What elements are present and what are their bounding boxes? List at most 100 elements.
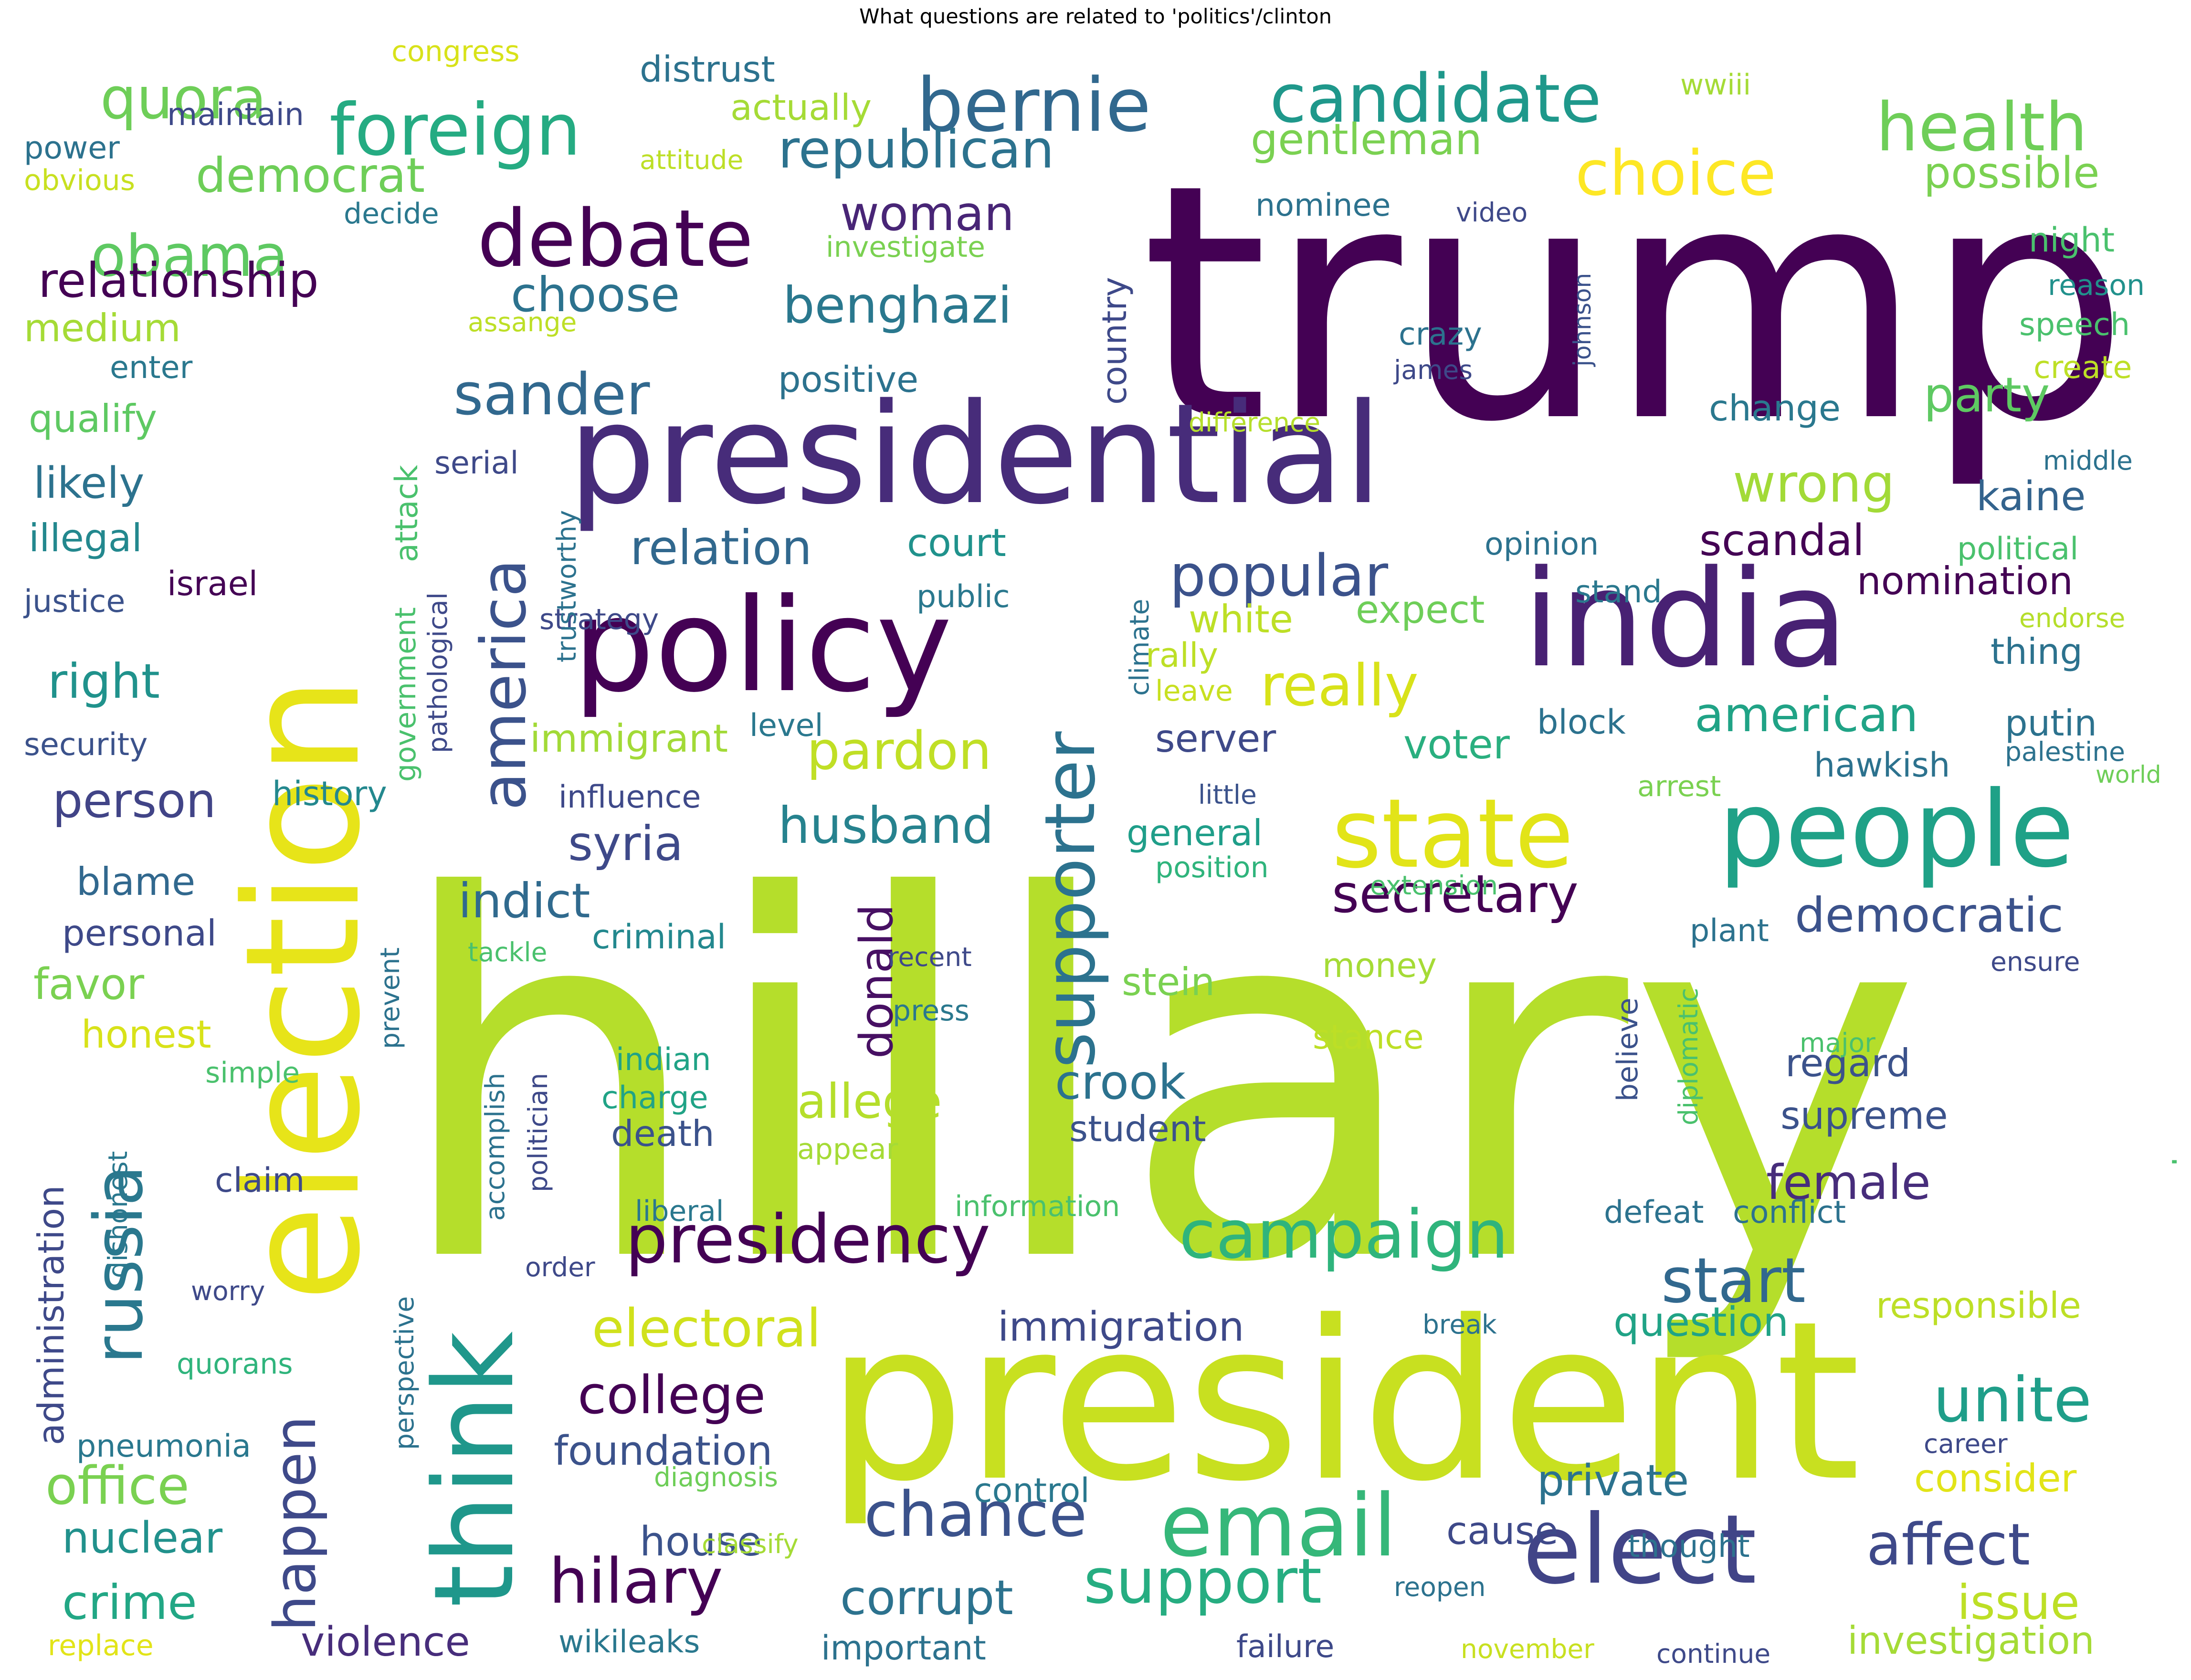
word-tackle: tackle — [468, 937, 548, 967]
word-obama: obama — [91, 223, 288, 290]
word-create: create — [2033, 350, 2132, 386]
word-people: people — [1718, 768, 2075, 891]
word-recent: recent — [888, 942, 972, 972]
word-middle: middle — [2043, 445, 2133, 476]
word-nominee: nominee — [1255, 188, 1391, 223]
word-money: money — [1322, 946, 1437, 985]
word-democratic: democratic — [1795, 887, 2064, 943]
word-claim: claim — [215, 1161, 305, 1200]
word-honest: honest — [81, 1012, 211, 1057]
word-campaign: campaign — [1179, 1196, 1509, 1274]
word-stand: stand — [1575, 574, 1662, 610]
word-important: important — [821, 1628, 986, 1668]
word-benghazi: benghazi — [783, 276, 1012, 335]
word-israel: israel — [167, 564, 258, 603]
word-congress: congress — [391, 37, 520, 68]
word-corrupt: corrupt — [840, 1570, 1013, 1626]
word-crook: crook — [1055, 1054, 1186, 1110]
word-stance: stance — [1313, 1018, 1424, 1057]
word-popular: popular — [1169, 543, 1389, 609]
word-court: court — [907, 521, 1006, 565]
word-failure: failure — [1236, 1629, 1335, 1665]
word-right: right — [48, 653, 160, 709]
word-block: block — [1537, 703, 1626, 742]
word-supreme: supreme — [1780, 1093, 1948, 1138]
word-pardon: pardon — [807, 720, 992, 781]
word-government: government — [389, 607, 422, 782]
word-order: order — [525, 1252, 595, 1282]
word-positive: positive — [778, 358, 919, 400]
word-private: private — [1537, 1456, 1689, 1506]
word-video: video — [1456, 197, 1528, 228]
word-likely: likely — [33, 458, 145, 508]
word-replace: replace — [48, 1629, 154, 1662]
word-start: start — [1661, 1244, 1806, 1317]
word-american: american — [1695, 687, 1918, 743]
word-reopen: reopen — [1394, 1572, 1486, 1602]
word-justice: justice — [24, 584, 126, 620]
word-thought: thought — [1628, 1529, 1750, 1564]
word-charge: charge — [601, 1080, 708, 1116]
word-perspective: perspective — [389, 1296, 420, 1450]
word-influence: influence — [558, 779, 701, 815]
word-rally: rally — [1146, 636, 1218, 675]
word-pathological: pathological — [422, 592, 453, 753]
chart-title: What questions are related to 'politics'… — [859, 5, 1332, 29]
word-syria: syria — [568, 816, 684, 872]
word-allege: allege — [797, 1073, 942, 1129]
word-conflict: conflict — [1733, 1195, 1846, 1230]
word-break: break — [1422, 1309, 1497, 1340]
word-general: general — [1127, 812, 1263, 854]
word-diagnosis: diagnosis — [654, 1462, 778, 1492]
word-distrust: distrust — [640, 48, 775, 90]
word-country: country — [1095, 277, 1134, 405]
word-death: death — [611, 1113, 715, 1155]
word-speech: speech — [2019, 307, 2130, 343]
word-pneumonia: pneumonia — [76, 1428, 251, 1464]
word-putin: putin — [2005, 702, 2097, 744]
word-nuclear: nuclear — [62, 1513, 223, 1563]
word-cloud: hillary trump president presidential electio… — [14, 37, 2177, 1679]
word-unite: unite — [1933, 1364, 2092, 1436]
word-president: president — [826, 1274, 1861, 1530]
word-plant: plant — [1690, 913, 1769, 949]
word-decide: decide — [344, 197, 439, 231]
word-crime: crime — [62, 1575, 197, 1630]
word-election: election — [211, 676, 395, 1302]
word-quorans: quorans — [177, 1347, 293, 1381]
word-potus: potus — [2164, 1111, 2177, 1211]
word-investigation: investigation — [1847, 1618, 2095, 1663]
word-investigate: investigate — [826, 231, 985, 264]
word-office: office — [45, 1455, 190, 1516]
word-presidential: presidential — [568, 374, 1382, 535]
word-quora: quora — [100, 66, 267, 132]
word-possible: possible — [1924, 148, 2100, 198]
word-electoral: electoral — [592, 1298, 822, 1359]
word-indian: indian — [616, 1042, 711, 1078]
word-wrong: wrong — [1733, 453, 1895, 514]
word-question: question — [1613, 1299, 1789, 1346]
word-assange: assange — [468, 307, 577, 337]
word-worry: worry — [191, 1276, 265, 1306]
word-gentleman: gentleman — [1251, 115, 1483, 165]
word-indict: indict — [458, 873, 590, 929]
word-server: server — [1155, 716, 1276, 761]
word-climate: climate — [1124, 598, 1155, 696]
word-white: white — [1189, 597, 1293, 641]
word-administration: administration — [30, 1185, 72, 1445]
word-november: november — [1461, 1634, 1594, 1664]
word-nomination: nomination — [1857, 559, 2073, 603]
word-immigration: immigration — [998, 1303, 1244, 1351]
word-kaine: kaine — [1976, 473, 2086, 520]
word-arrest: arrest — [1637, 770, 1721, 803]
word-candidate: candidate — [1270, 60, 1601, 138]
word-liberal: liberal — [635, 1195, 724, 1228]
word-attack: attack — [389, 464, 425, 562]
word-presidency: presidency — [625, 1201, 990, 1279]
word-defeat: defeat — [1604, 1195, 1704, 1230]
word-foundation: foundation — [554, 1428, 773, 1475]
word-career: career — [1924, 1428, 2008, 1459]
word-control: control — [974, 1471, 1090, 1510]
word-expect: expect — [1356, 588, 1485, 632]
word-serial: serial — [434, 445, 519, 481]
